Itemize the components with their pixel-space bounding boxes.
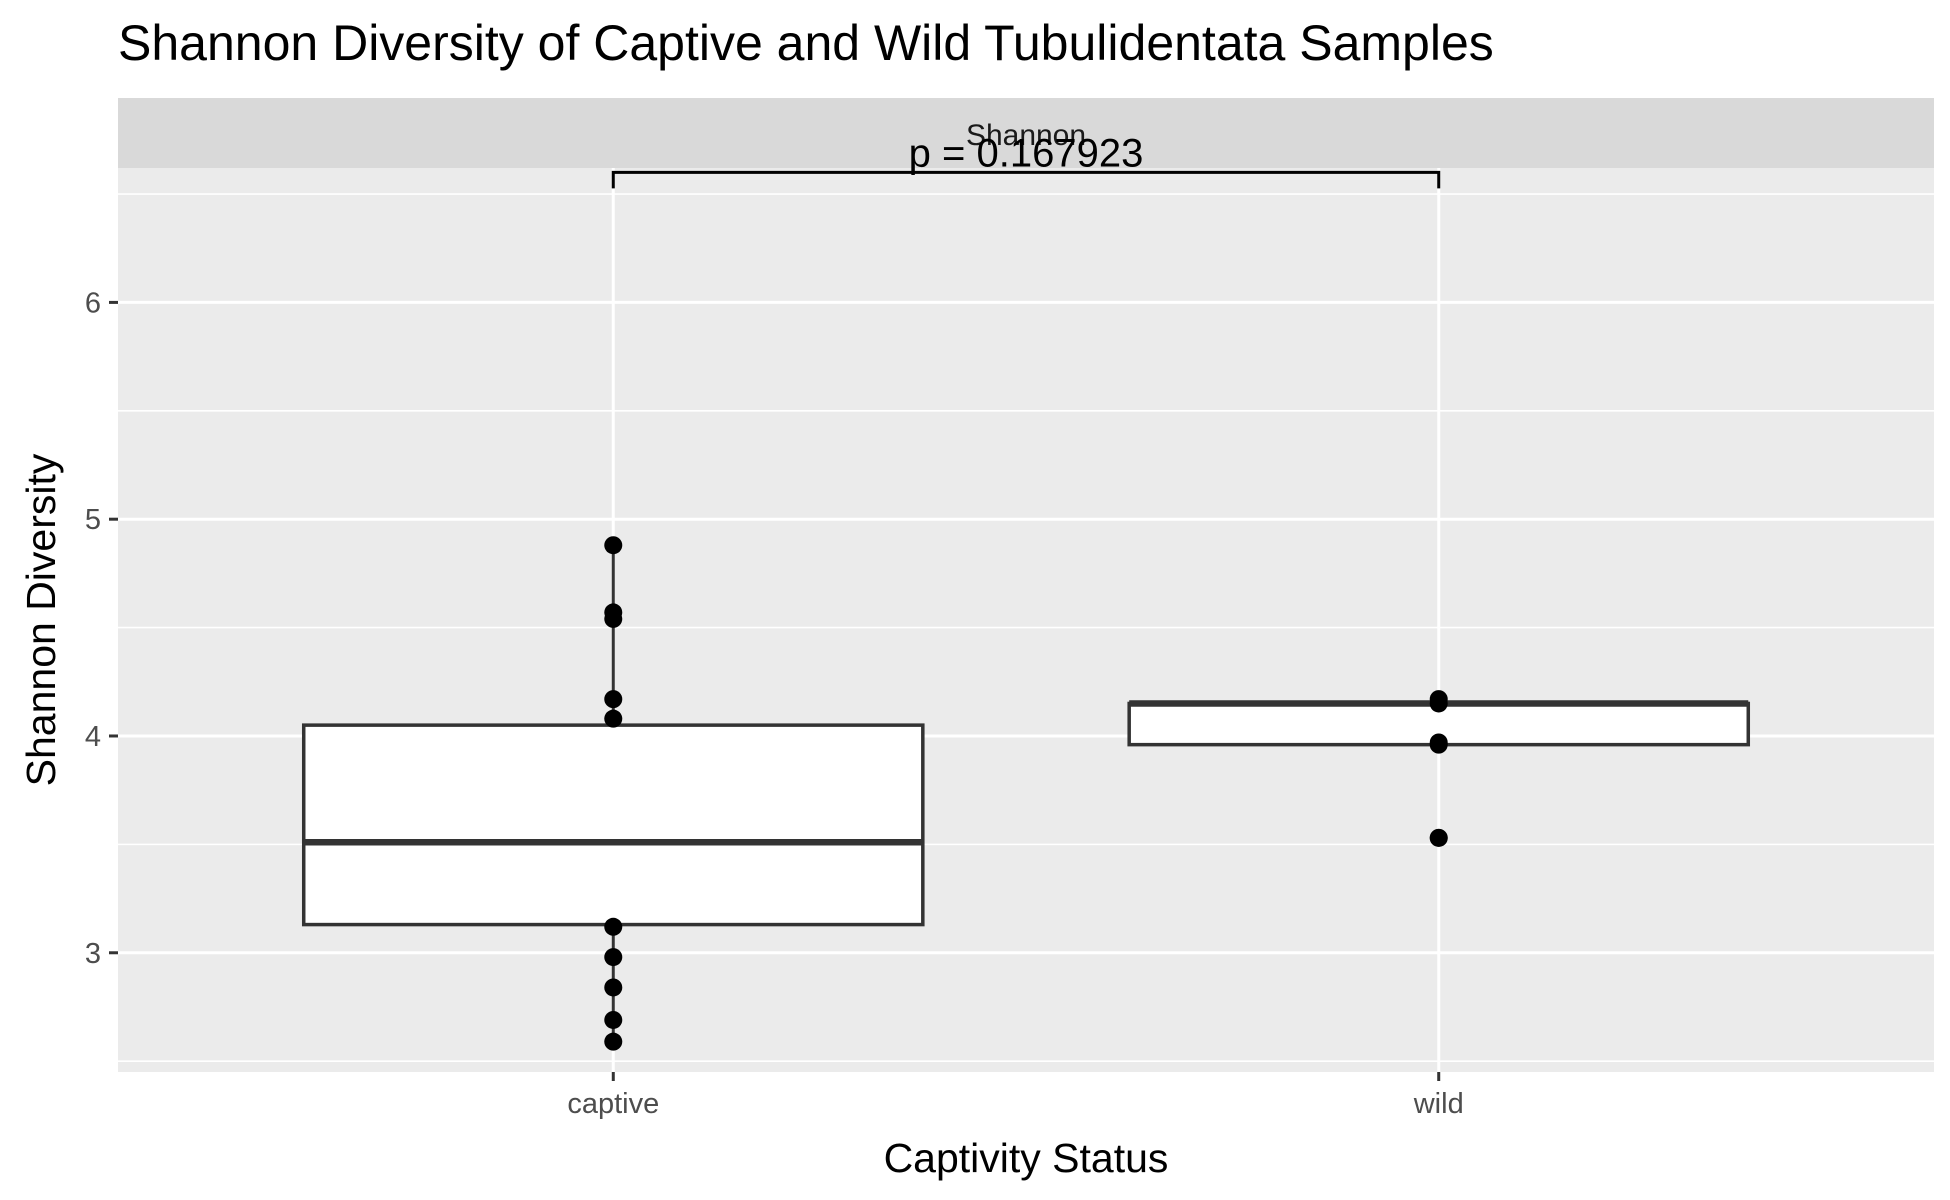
box-iqr xyxy=(301,723,925,927)
data-point xyxy=(1429,733,1448,752)
y-axis-title: Shannon Diversity xyxy=(18,453,64,786)
y-axis: 3 4 5 6 xyxy=(85,287,118,970)
data-point xyxy=(1429,828,1448,847)
data-point xyxy=(604,978,623,997)
x-tick-label: captive xyxy=(567,1088,659,1120)
chart-title: Shannon Diversity of Captive and Wild Tu… xyxy=(118,15,1494,71)
bracket-line xyxy=(611,170,1441,189)
data-point xyxy=(604,1010,623,1029)
boxplot-layer xyxy=(301,545,1751,1042)
data-point xyxy=(604,709,623,728)
data-point xyxy=(604,948,623,967)
y-tick-label: 5 xyxy=(85,504,101,536)
y-tick-label: 4 xyxy=(85,721,101,753)
data-point xyxy=(604,690,623,709)
data-point xyxy=(604,536,623,555)
points-layer xyxy=(604,536,1448,1051)
data-point xyxy=(604,603,623,622)
facet-strip xyxy=(118,98,1934,168)
data-point xyxy=(1429,690,1448,709)
p-value-label: p = 0.167923 xyxy=(909,131,1144,175)
x-axis: captive wild xyxy=(567,1072,1464,1120)
y-tick-label: 3 xyxy=(85,938,101,970)
x-axis-title: Captivity Status xyxy=(884,1135,1169,1181)
facet-strip-label: Shannon xyxy=(966,119,1086,152)
x-tick-label: wild xyxy=(1413,1088,1464,1120)
data-point xyxy=(604,917,623,936)
y-tick-label: 6 xyxy=(85,287,101,319)
data-point xyxy=(604,1032,623,1051)
comparison-bracket: p = 0.167923 xyxy=(611,131,1441,189)
